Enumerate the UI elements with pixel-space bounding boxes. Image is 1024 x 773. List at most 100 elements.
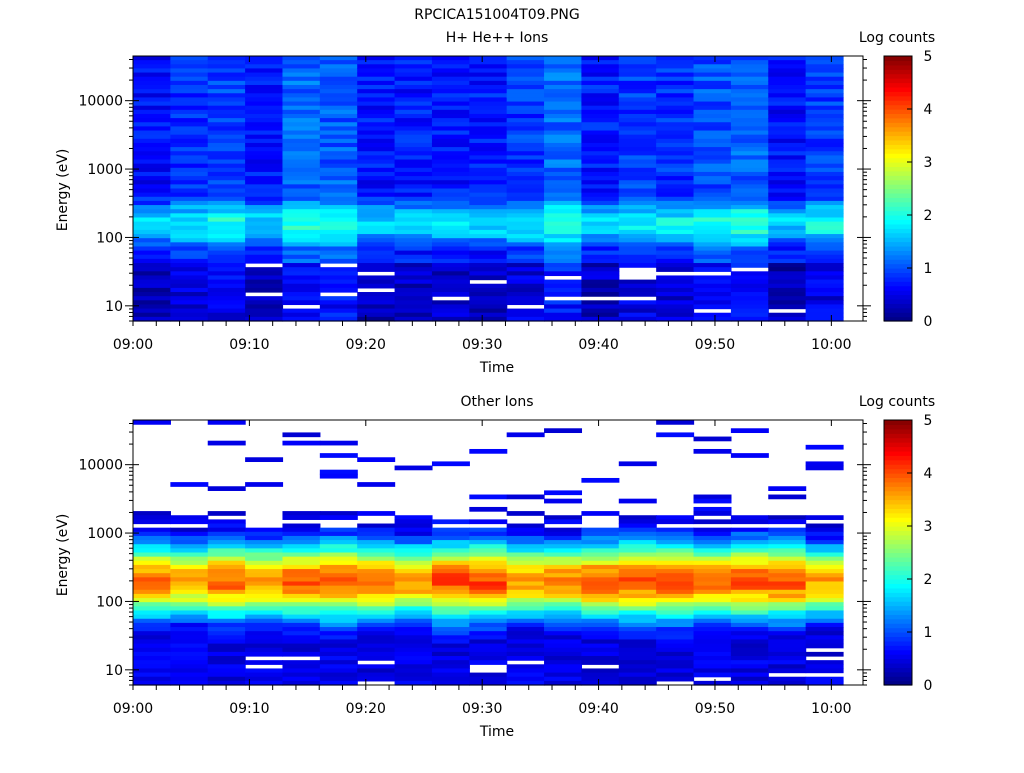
colorbar-swatch (884, 671, 912, 677)
heatmap-cell (431, 635, 470, 641)
heatmap-cell (357, 254, 396, 260)
heatmap-cell (544, 109, 583, 115)
heatmap-cell (618, 535, 657, 541)
heatmap-cell (656, 527, 695, 533)
heatmap-cell (207, 618, 246, 624)
heatmap-cell (394, 130, 433, 136)
heatmap-cell (431, 258, 470, 264)
heatmap-cell (618, 304, 657, 310)
heatmap-cell (357, 593, 396, 599)
colorbar-swatch (884, 424, 912, 430)
heatmap-cell (245, 159, 284, 165)
heatmap-cell (469, 97, 508, 103)
heatmap-cell (805, 614, 844, 620)
heatmap-cell (730, 635, 769, 641)
heatmap-cell (768, 515, 807, 520)
heatmap-cell (469, 267, 508, 272)
heatmap-cell (656, 622, 695, 628)
heatmap-cell (469, 548, 508, 554)
heatmap-cell (282, 163, 321, 169)
heatmap-cell (581, 238, 620, 243)
heatmap-cell (170, 238, 209, 243)
heatmap-cell (730, 453, 769, 458)
heatmap-cell (431, 279, 470, 285)
heatmap-cell (730, 672, 769, 678)
heatmap-cell (581, 225, 620, 231)
heatmap-cell (693, 635, 732, 641)
colorbar-swatch (884, 109, 912, 115)
heatmap-cell (394, 180, 433, 185)
heatmap-cell (469, 535, 508, 541)
colorbar-swatch (884, 605, 912, 611)
heatmap-cell (431, 68, 470, 74)
heatmap-cell (245, 457, 284, 463)
heatmap-cell (506, 279, 545, 285)
heatmap-cell (282, 292, 321, 297)
heatmap-cell (357, 229, 396, 235)
heatmap-cell (506, 432, 545, 438)
heatmap-cell (170, 275, 209, 281)
heatmap-cell (394, 155, 433, 161)
heatmap-cell (656, 296, 695, 301)
heatmap-cell (394, 234, 433, 239)
heatmap-cell (730, 544, 769, 549)
colorbar-swatch (884, 583, 912, 589)
heatmap-cell (805, 109, 844, 115)
heatmap-cell (431, 271, 470, 277)
heatmap-cell (693, 267, 732, 272)
colorbar-swatch (884, 73, 912, 79)
heatmap-cell (730, 263, 769, 268)
heatmap-cell (768, 656, 807, 661)
heatmap-cell (394, 267, 433, 272)
heatmap-cell (357, 167, 396, 173)
heatmap-cell (170, 60, 209, 65)
heatmap-cell (133, 200, 171, 206)
heatmap-cell (319, 180, 358, 185)
heatmap-cell (581, 221, 620, 227)
heatmap-cell (618, 200, 657, 206)
y-tick-label: 10 (105, 299, 123, 315)
colorbar-swatch (884, 508, 912, 514)
heatmap-cell (357, 552, 396, 558)
heatmap-cell (282, 184, 321, 190)
heatmap-cell (506, 614, 545, 620)
heatmap-cell (170, 97, 209, 103)
heatmap-cell (170, 155, 209, 161)
heatmap-cell (431, 552, 470, 558)
heatmap-cell (618, 498, 657, 504)
heatmap-cell (133, 519, 171, 525)
heatmap-cell (245, 60, 284, 65)
heatmap-cell (394, 217, 433, 223)
heatmap-cell (581, 105, 620, 111)
heatmap-cell (656, 76, 695, 82)
heatmap-cell (207, 209, 246, 214)
heatmap-cell (282, 535, 321, 541)
heatmap-cell (245, 93, 284, 99)
heatmap-cell (245, 56, 284, 61)
heatmap-cell (805, 535, 844, 541)
heatmap-cell (282, 585, 321, 591)
heatmap-cell (506, 668, 545, 674)
heatmap-cell (581, 196, 620, 202)
heatmap-cell (506, 523, 545, 529)
heatmap-cell (693, 283, 732, 289)
heatmap-cell (506, 639, 545, 645)
heatmap-cell (170, 205, 209, 210)
heatmap-cell (319, 97, 358, 103)
heatmap-cell (618, 84, 657, 90)
heatmap-cell (544, 151, 583, 156)
heatmap-cell (170, 118, 209, 123)
heatmap-cell (133, 192, 171, 198)
heatmap-cell (805, 523, 844, 529)
heatmap-cell (245, 209, 284, 214)
heatmap-cell (581, 68, 620, 74)
heatmap-cell (431, 221, 470, 227)
heatmap-cell (506, 209, 545, 214)
heatmap-cell (693, 448, 732, 454)
heatmap-cell (357, 548, 396, 554)
heatmap-cell (768, 151, 807, 156)
heatmap-cell (730, 167, 769, 173)
heatmap-cell (431, 668, 470, 674)
heatmap-cell (469, 635, 508, 641)
heatmap-cell (581, 560, 620, 566)
